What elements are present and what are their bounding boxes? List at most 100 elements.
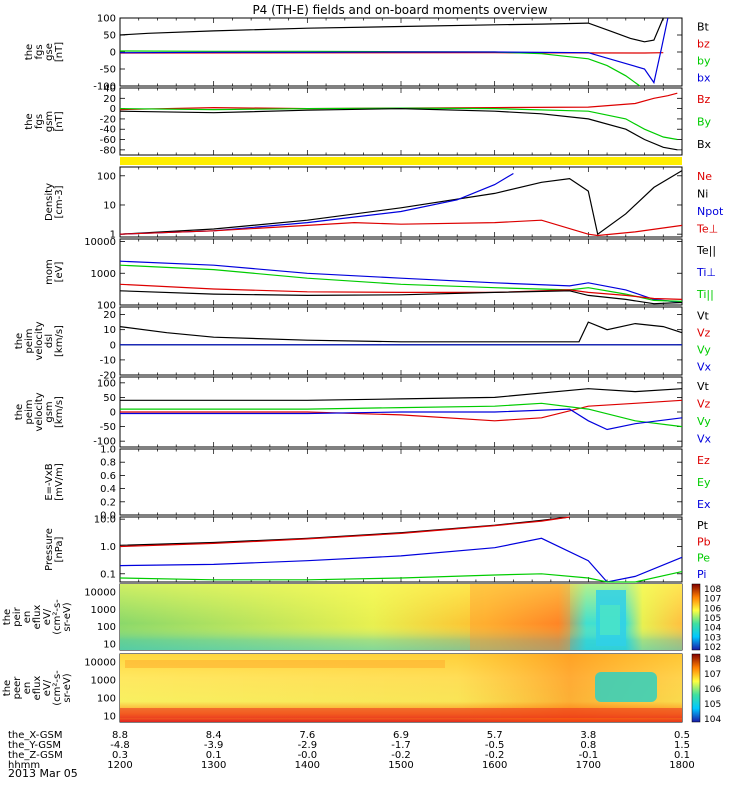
y-tick-label: -60 xyxy=(100,135,116,146)
y-tick-label: 100 xyxy=(97,378,116,389)
legend-entry: Vt xyxy=(697,310,710,323)
colorbar-label: 105 xyxy=(704,614,721,624)
y-tick-label: 100 xyxy=(97,14,116,25)
y-axis-label: [mV/m] xyxy=(54,463,65,501)
x-axis-value: 3.8 xyxy=(580,730,596,741)
panel-frame xyxy=(119,448,683,516)
y-axis-label: the xyxy=(2,680,13,696)
y-axis-label: dsl xyxy=(44,334,55,348)
x-axis-value: 1500 xyxy=(388,760,413,771)
series-Ni xyxy=(119,170,683,236)
x-axis-value: 1700 xyxy=(576,760,601,771)
panel-efield: 1.0 0.8 0.6 0.4 0.2 0.0 E=-VxB [mV/m] Ez Ey Ex xyxy=(44,445,711,522)
y-axis-label: (cm²-s- xyxy=(52,599,63,635)
series-Vx xyxy=(120,408,683,431)
series-bx xyxy=(119,17,669,85)
legend-entry: Te⊥ xyxy=(696,222,718,235)
y-tick-label: 0 xyxy=(110,48,116,59)
x-axis-value: 1200 xyxy=(107,760,132,771)
quality-flag-bar xyxy=(120,157,682,165)
legend-entry: Ne xyxy=(697,170,712,183)
x-axis-value: -2.9 xyxy=(298,740,318,751)
y-axis-label: sr-eV) xyxy=(62,673,73,702)
y-axis-label: en xyxy=(22,682,33,695)
plot-title: P4 (TH-E) fields and on-board moments ov… xyxy=(252,3,547,17)
legend-entry: bz xyxy=(697,38,710,51)
y-tick-label: 10 xyxy=(103,640,116,651)
y-axis-label: the xyxy=(24,113,35,129)
y-tick-label: 100 xyxy=(97,171,116,182)
y-axis-label: the xyxy=(14,404,25,420)
y-axis-label: Pressure xyxy=(44,528,55,571)
y-tick-label: 0.4 xyxy=(100,484,116,495)
y-tick-label: 50 xyxy=(103,393,116,404)
legend-entry: Te|| xyxy=(696,244,716,257)
y-axis-label: the xyxy=(14,333,25,349)
x-axis-row-label: the_X-GSM xyxy=(8,730,62,741)
legend-entry: Vx xyxy=(697,361,712,374)
series-Bt xyxy=(119,17,664,43)
y-tick-label: 100 xyxy=(97,301,116,312)
y-tick-label: 0.2 xyxy=(100,497,116,508)
y-tick-label: 0.8 xyxy=(100,458,116,469)
y-axis-label: (cm²-s- xyxy=(52,670,63,706)
y-axis-label: [nT] xyxy=(54,42,65,62)
series-Vz xyxy=(120,399,683,422)
y-tick-label: 10000 xyxy=(84,658,116,669)
y-tick-label: 1000 xyxy=(91,269,116,280)
ion-colorbar xyxy=(691,583,701,651)
series-Vy xyxy=(120,402,683,428)
x-axis-value: 0.1 xyxy=(206,750,222,761)
series-By xyxy=(119,107,678,141)
colorbar-label: 108 xyxy=(704,655,721,665)
colorbar-label: 107 xyxy=(704,595,721,605)
x-axis-value: 0.1 xyxy=(674,750,690,761)
y-tick-label: 1000 xyxy=(91,605,116,616)
y-tick-label: 0.0 xyxy=(100,511,116,522)
legend-entry: Vy xyxy=(697,415,711,428)
legend-entry: Pb xyxy=(697,535,711,548)
x-axis-value: 1.5 xyxy=(674,740,690,751)
legend-entry: Vy xyxy=(697,344,711,357)
y-tick-label: 10.0 xyxy=(94,515,116,526)
series-Ti⊥ xyxy=(119,260,683,304)
series-Pt xyxy=(119,516,570,546)
legend-entry: By xyxy=(697,116,712,129)
y-axis-label: [nPa] xyxy=(54,536,65,562)
y-tick-label: -20 xyxy=(100,371,116,382)
panel-density: 100 10 1 Density [cm-3] Ne Ni Npot Te⊥ xyxy=(44,166,724,241)
series-Pb xyxy=(119,516,570,548)
x-axis-value: -1.7 xyxy=(391,740,411,751)
y-axis-label: en xyxy=(22,611,33,624)
series-Bz xyxy=(119,92,678,111)
panel-pressure: 10.0 1.0 0.1 Pressure [nPa] Pt Pb Pe Pi xyxy=(44,515,711,583)
y-axis-label: mom xyxy=(44,259,55,285)
x-axis-value: 0.3 xyxy=(112,750,128,761)
panel-velocity_gsm: 100 50 0 -50 -100 the peim velocity gsm [km/s] Vt V… xyxy=(14,376,712,448)
y-axis-label: gsm xyxy=(44,111,55,132)
x-axis-value: -0.1 xyxy=(579,750,599,761)
electron-spectrogram xyxy=(120,654,682,722)
series-Te|| xyxy=(119,290,683,305)
y-axis-label: the xyxy=(24,44,35,60)
y-tick-label: -100 xyxy=(93,437,116,448)
series-Vt xyxy=(120,388,683,401)
x-axis-row-label: the_Y-GSM xyxy=(8,740,61,751)
x-axis-value: -0.0 xyxy=(298,750,318,761)
x-axis-row-label: hhmm xyxy=(8,760,40,771)
y-tick-label: 10 xyxy=(103,325,116,336)
x-axis-value: -0.2 xyxy=(485,750,505,761)
y-tick-label: 1 xyxy=(110,230,116,241)
y-axis-label: eflux xyxy=(32,676,43,701)
series-Pi xyxy=(119,537,683,583)
legend-entry: Pt xyxy=(697,519,709,532)
y-axis-label: [cm-3] xyxy=(54,185,65,218)
legend-entry: Bt xyxy=(697,21,710,34)
x-axis-value: 8.8 xyxy=(112,730,128,741)
y-tick-label: -80 xyxy=(100,145,116,156)
x-axis-value: 1300 xyxy=(201,760,226,771)
y-axis-label: E=-VxB xyxy=(44,463,55,500)
y-tick-label: -10 xyxy=(100,355,116,366)
y-tick-label: -40 xyxy=(100,125,116,136)
